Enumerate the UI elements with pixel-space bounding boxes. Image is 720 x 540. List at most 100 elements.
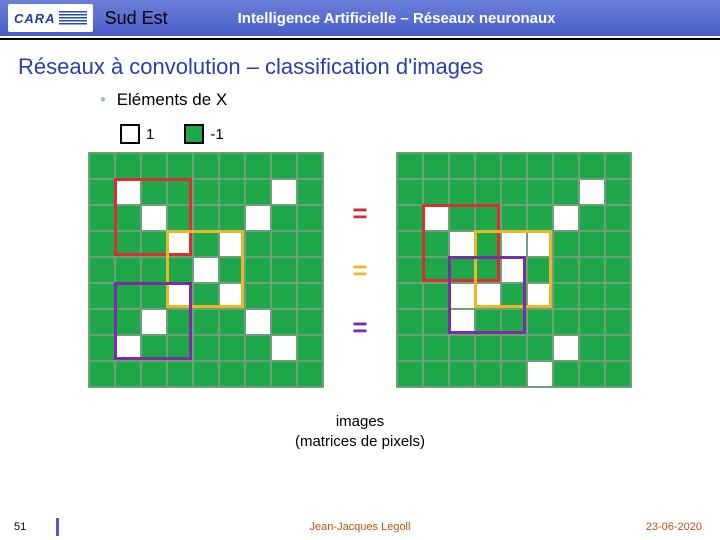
grid-cell (449, 205, 475, 231)
grid-cell (397, 257, 423, 283)
grid-cell (141, 231, 167, 257)
legend: 1 -1 (120, 124, 720, 144)
grid-cell (89, 179, 115, 205)
grid-cell (245, 309, 271, 335)
grid-cell (423, 257, 449, 283)
grid-cell (449, 335, 475, 361)
bullet-line: • Eléments de X (100, 90, 720, 110)
grid-cell (297, 335, 323, 361)
grid-cell (245, 257, 271, 283)
grid-cell (605, 205, 631, 231)
grid-cell (271, 283, 297, 309)
grid-cell (167, 231, 193, 257)
grid-cell (527, 283, 553, 309)
grid-cell (579, 179, 605, 205)
grid-cell (605, 179, 631, 205)
grid-cell (115, 283, 141, 309)
grid-cell (89, 205, 115, 231)
slide-title: Réseaux à convolution – classification d… (18, 54, 720, 80)
grid-cell (527, 361, 553, 387)
grid-cell (167, 283, 193, 309)
grid-cell (527, 231, 553, 257)
grid-cell (423, 309, 449, 335)
grid-cell (397, 361, 423, 387)
grid-cell (271, 231, 297, 257)
grid-cell (527, 153, 553, 179)
grid-cell (271, 335, 297, 361)
grid-cell (167, 257, 193, 283)
grid-cell (501, 231, 527, 257)
footer: 51 Jean-Jacques Legoll 23-06-2020 (0, 514, 720, 540)
grid-cell (219, 257, 245, 283)
grid-cell (501, 153, 527, 179)
grid-cell (245, 231, 271, 257)
grid-cell (553, 257, 579, 283)
grid-cell (605, 231, 631, 257)
grid-cell (219, 205, 245, 231)
grid-cell (553, 309, 579, 335)
logo-text: CARA (14, 11, 56, 26)
grid-cell (167, 361, 193, 387)
grid-cell (141, 153, 167, 179)
grid-cell (219, 309, 245, 335)
caption: images (matrices de pixels) (0, 412, 720, 451)
grid-cell (475, 361, 501, 387)
grid-cell (245, 335, 271, 361)
grid-cell (271, 179, 297, 205)
grid-cell (193, 153, 219, 179)
slide-number: 51 (14, 521, 26, 533)
grid-cell (449, 361, 475, 387)
grid-cell (89, 257, 115, 283)
footer-date: 23-06-2020 (646, 521, 702, 533)
diagram-row: = = = (0, 152, 720, 388)
grid-cell (297, 309, 323, 335)
grid-cell (397, 283, 423, 309)
grid-cell (475, 335, 501, 361)
grid-cell (219, 361, 245, 387)
grid-cell (115, 205, 141, 231)
grid-cell (449, 153, 475, 179)
grid-cell (219, 335, 245, 361)
grid-cell (397, 179, 423, 205)
grid-cell (115, 179, 141, 205)
grid-cell (605, 309, 631, 335)
grid-cell (501, 179, 527, 205)
grid-cell (193, 231, 219, 257)
grid-cell (89, 231, 115, 257)
grid-cell (553, 335, 579, 361)
grid-cell (475, 153, 501, 179)
logo: CARA (8, 4, 93, 32)
grid-cell (449, 283, 475, 309)
grid-cell (115, 361, 141, 387)
grid-cell (501, 257, 527, 283)
grid-cell (89, 283, 115, 309)
grid-cell (167, 205, 193, 231)
grid-cell (193, 257, 219, 283)
grid-cell (297, 231, 323, 257)
grid-cell (553, 153, 579, 179)
grid-cell (115, 231, 141, 257)
grid-cell (167, 179, 193, 205)
grid-cell (141, 257, 167, 283)
grid-cell (449, 231, 475, 257)
grid-cell (297, 283, 323, 309)
grid-cell (501, 361, 527, 387)
grid-cell (501, 309, 527, 335)
grid-cell (219, 179, 245, 205)
caption-line1: images (0, 412, 720, 432)
grid-cell (579, 309, 605, 335)
grid-cell (579, 205, 605, 231)
grid-cell (501, 335, 527, 361)
region-label: Sud Est (105, 8, 168, 29)
grid-cell (423, 153, 449, 179)
left-grid-wrap (88, 152, 324, 388)
grid-cell (449, 179, 475, 205)
grid-cell (141, 361, 167, 387)
grid-cell (397, 335, 423, 361)
grid-cell (579, 153, 605, 179)
grid-cell (475, 283, 501, 309)
grid-cell (167, 335, 193, 361)
right-grid-wrap (396, 152, 632, 388)
bullet-text: Eléments de X (117, 90, 228, 109)
equals-column: = = = (352, 198, 367, 343)
